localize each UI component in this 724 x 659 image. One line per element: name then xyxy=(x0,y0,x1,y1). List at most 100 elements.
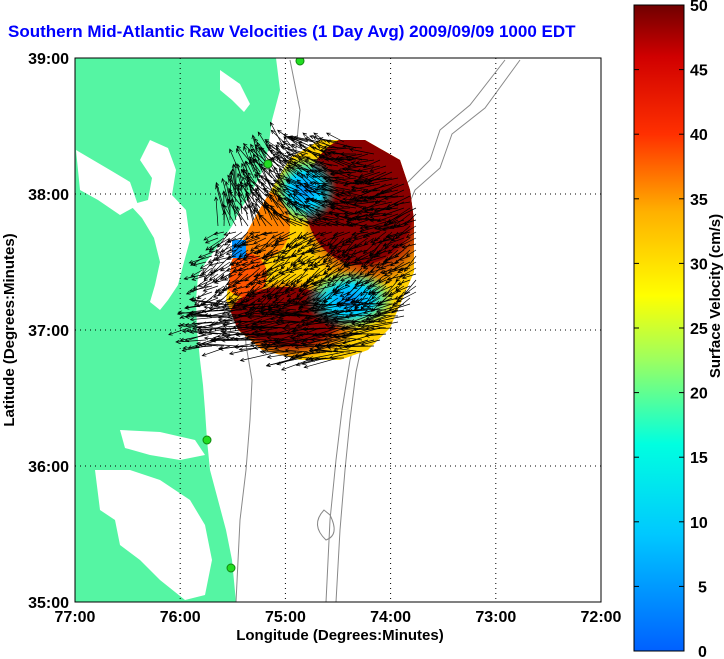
velocity-arrow xyxy=(319,147,351,153)
velocity-arrow xyxy=(325,255,345,268)
velocity-arrow xyxy=(320,191,345,203)
velocity-arrow xyxy=(272,179,297,191)
velocity-arrow xyxy=(346,285,363,302)
velocity-arrow xyxy=(248,303,279,312)
velocity-arrow xyxy=(289,342,315,348)
velocity-arrow xyxy=(384,279,399,296)
velocity-arrow xyxy=(265,177,279,203)
velocity-arrow xyxy=(298,332,327,337)
x-tick-label: 75:00 xyxy=(265,609,306,626)
velocity-arrow xyxy=(313,273,327,279)
velocity-arrow xyxy=(266,335,291,341)
velocity-arrow xyxy=(336,243,345,253)
velocity-arrow xyxy=(220,267,243,279)
velocity-arrow xyxy=(354,297,369,303)
velocity-arrow xyxy=(332,291,345,296)
x-tick-label: 77:00 xyxy=(55,609,96,626)
velocity-arrow xyxy=(215,255,237,262)
velocity-arrow xyxy=(310,164,333,179)
colorbar-tick-label: 45 xyxy=(690,63,708,80)
velocity-arrow xyxy=(330,237,345,253)
velocity-arrow xyxy=(364,333,387,338)
velocity-arrow xyxy=(398,255,411,261)
velocity-arrow xyxy=(209,261,231,276)
velocity-arrow xyxy=(198,342,225,348)
velocity-arrow xyxy=(268,261,291,271)
velocity-arrow xyxy=(221,305,249,311)
velocity-arrow xyxy=(305,197,327,209)
velocity-arrow xyxy=(344,273,363,287)
velocity-arrow xyxy=(208,261,225,267)
velocity-arrow xyxy=(300,243,315,250)
velocity-arrow xyxy=(266,261,285,273)
velocity-arrow xyxy=(304,309,327,314)
velocity-arrow xyxy=(377,315,405,323)
velocity-arrow xyxy=(261,261,279,275)
velocity-arrow xyxy=(300,261,315,266)
velocity-arrow xyxy=(270,205,291,227)
velocity-arrow xyxy=(302,205,321,215)
velocity-arrow xyxy=(257,131,273,155)
velocity-arrow xyxy=(239,351,279,362)
velocity-arrow xyxy=(397,279,411,286)
velocity-arrow xyxy=(363,237,375,245)
velocity-arrow xyxy=(381,207,405,217)
velocity-arrow xyxy=(399,237,417,247)
velocity-arrow xyxy=(295,291,315,300)
velocity-arrow xyxy=(293,161,315,179)
velocity-arrow xyxy=(261,267,285,278)
velocity-arrow xyxy=(271,231,285,239)
velocity-arrow xyxy=(208,237,231,251)
velocity-arrow xyxy=(220,243,237,253)
velocity-arrow xyxy=(313,261,333,269)
velocity-arrow xyxy=(327,255,339,262)
velocity-arrow xyxy=(293,321,315,330)
velocity-arrow xyxy=(324,315,357,323)
velocity-arrow xyxy=(371,285,387,300)
albemarle-sound xyxy=(120,430,205,460)
velocity-arrow xyxy=(364,219,393,230)
velocity-arrow xyxy=(302,333,339,343)
velocity-arrow xyxy=(359,267,369,276)
velocity-arrow xyxy=(256,186,267,215)
velocity-arrow xyxy=(288,136,315,149)
velocity-arrow xyxy=(244,267,261,282)
velocity-arrow xyxy=(189,315,231,322)
velocity-arrow xyxy=(255,198,279,221)
velocity-arrow xyxy=(275,231,297,242)
velocity-arrow xyxy=(188,255,213,264)
velocity-arrow xyxy=(289,285,303,292)
velocity-arrow xyxy=(262,267,279,283)
velocity-arrow xyxy=(263,346,291,353)
velocity-arrow xyxy=(268,285,285,300)
velocity-arrow xyxy=(205,237,225,251)
velocity-arrow xyxy=(341,327,381,340)
velocity-arrow xyxy=(264,312,297,317)
x-tick-label: 72:00 xyxy=(581,609,622,626)
velocity-arrow xyxy=(348,147,375,155)
velocity-arrow xyxy=(299,303,327,309)
velocity-arrow xyxy=(363,249,381,268)
velocity-arrow xyxy=(306,255,327,263)
velocity-arrow xyxy=(353,327,393,332)
velocity-arrow xyxy=(246,195,261,227)
velocity-arrow xyxy=(343,249,351,259)
x-tick-label: 73:00 xyxy=(475,609,516,626)
colorbar-tick-label: 0 xyxy=(698,644,707,659)
velocity-arrow xyxy=(331,249,345,256)
velocity-arrow xyxy=(224,180,231,203)
velocity-arrow xyxy=(203,313,237,318)
velocity-arrow xyxy=(306,170,327,185)
plot-title: Southern Mid-Atlantic Raw Velocities (1 … xyxy=(8,22,576,41)
velocity-arrow xyxy=(185,285,207,295)
velocity-arrow xyxy=(362,159,381,169)
colorbar: 50 45 40 35 30 25 20 15 10 5 0 Surface V… xyxy=(633,0,724,659)
velocity-arrow xyxy=(333,339,369,352)
velocity-arrow xyxy=(277,197,297,221)
velocity-arrow xyxy=(352,201,375,207)
velocity-arrow xyxy=(270,157,285,173)
velocity-arrow xyxy=(296,171,309,185)
velocity-arrow xyxy=(396,219,411,228)
velocity-arrow xyxy=(371,285,393,296)
velocity-arrow xyxy=(277,129,303,149)
